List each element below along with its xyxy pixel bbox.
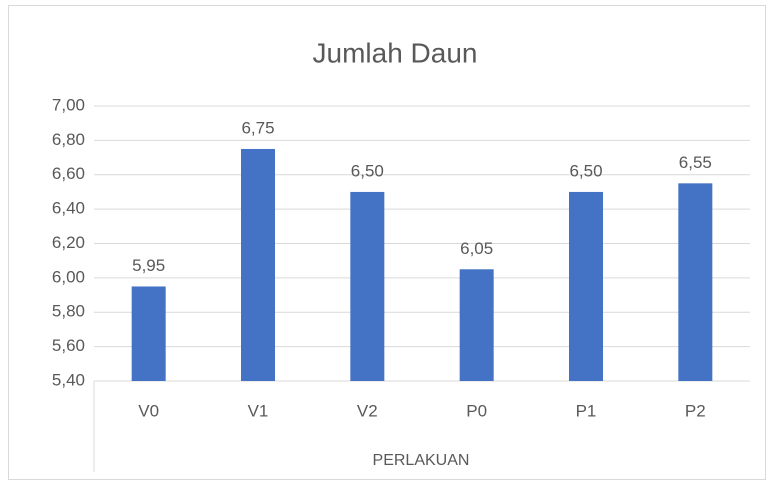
y-tick-label: 6,40 [52,199,85,218]
y-tick-label: 6,60 [52,164,85,183]
x-tick-label: V2 [357,401,378,420]
y-tick-label: 5,80 [52,302,85,321]
value-label: 6,05 [460,239,493,258]
bar [350,191,385,381]
bar [678,183,713,381]
bar [241,148,275,381]
x-tick-label: V0 [138,401,159,420]
bar [569,191,603,381]
y-tick-label: 6,20 [52,233,85,252]
x-tick-label: V1 [248,401,269,420]
value-label: 5,95 [132,256,165,275]
x-tick-label: P2 [685,401,706,420]
y-tick-label: 6,00 [52,267,85,286]
y-tick-label: 5,60 [52,336,85,355]
y-tick-label: 5,40 [52,370,85,389]
x-axis-title: PERLAKUAN [373,452,470,469]
value-label: 6,50 [351,161,384,180]
x-tick-label: P1 [576,401,597,420]
bar [131,286,166,381]
value-label: 6,55 [679,153,712,172]
value-label: 6,50 [569,161,602,180]
y-tick-label: 7,00 [52,95,85,114]
bar [459,269,494,381]
x-tick-label: P0 [466,401,487,420]
y-tick-label: 6,80 [52,130,85,149]
chart-frame [8,5,766,480]
value-label: 6,75 [241,118,274,137]
chart-title: Jumlah Daun [313,37,478,68]
